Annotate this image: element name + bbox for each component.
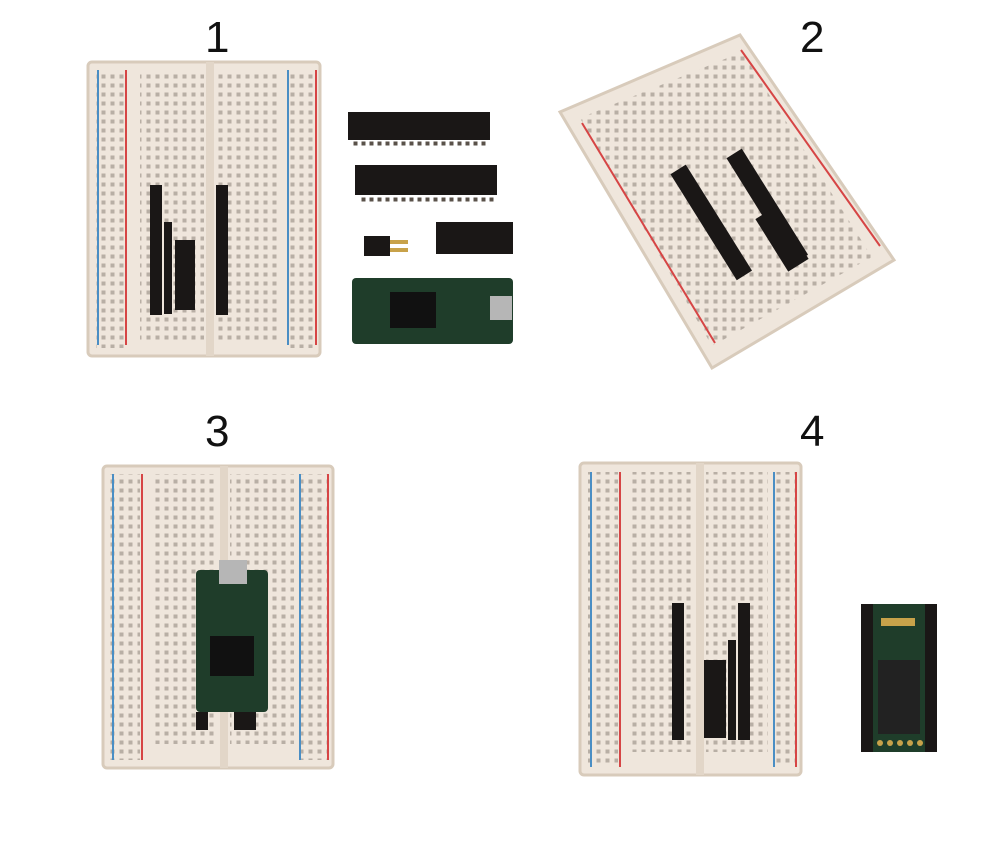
breadboard-step-3	[101, 464, 335, 770]
step-label-2: 2	[800, 13, 825, 62]
loose-parts-step-1	[348, 112, 513, 344]
step-label-3: 3	[205, 407, 230, 456]
breadboard-step-1	[86, 60, 322, 358]
step-label-1: 1	[205, 13, 230, 62]
breadboard-step-2	[557, 33, 897, 371]
assembled-module-step-4	[861, 604, 937, 752]
step-label-4: 4	[800, 407, 825, 456]
breadboard-step-4	[578, 461, 803, 777]
